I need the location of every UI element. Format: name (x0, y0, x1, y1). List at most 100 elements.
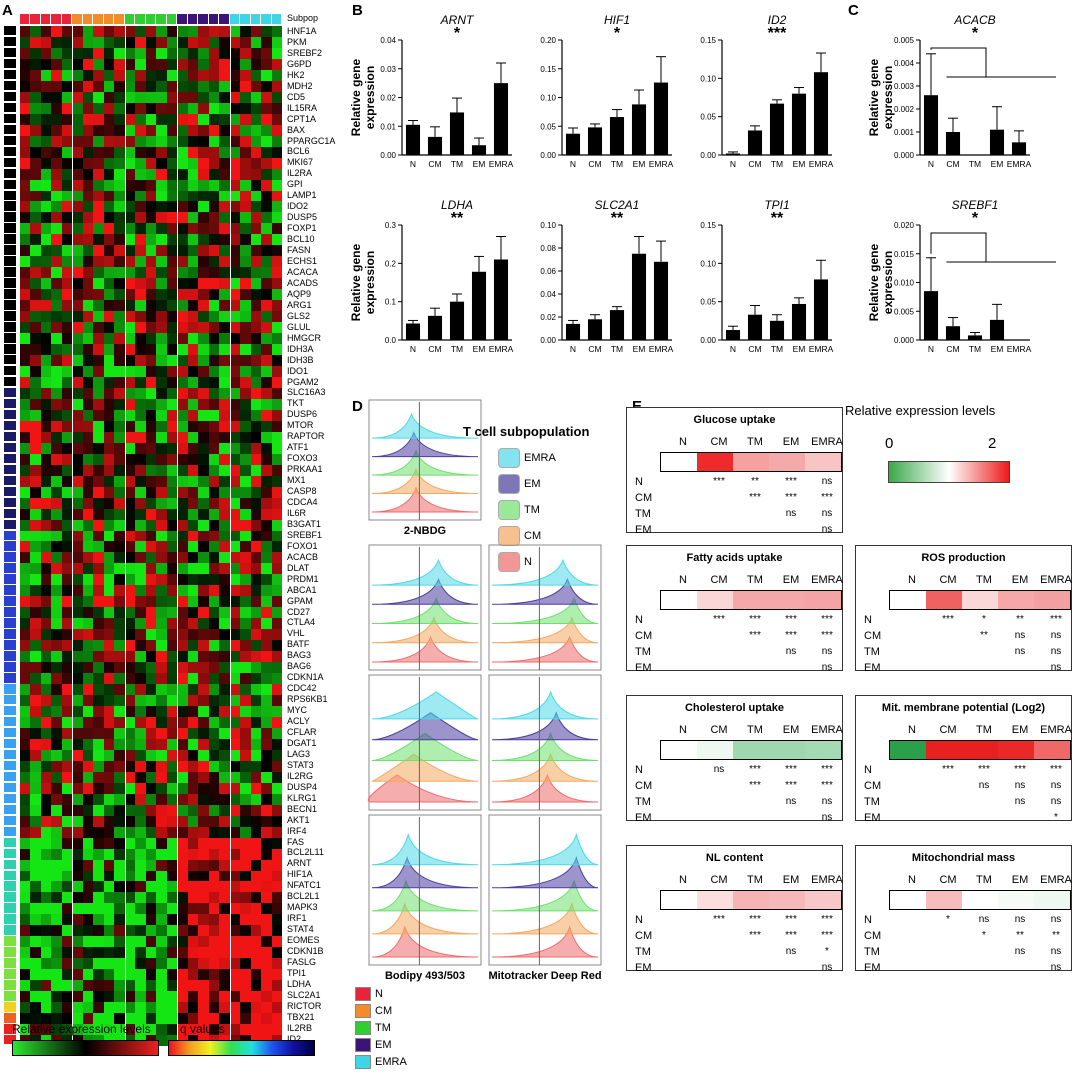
heatmap-cell (229, 420, 241, 433)
heatmap-cell (240, 69, 252, 82)
heatmap-cell (145, 58, 157, 71)
heatmap-cell (229, 914, 241, 926)
heatmap-cell (198, 684, 210, 696)
e-box: Mit. membrane potential (Log2) N CM TM EM EMR… (855, 695, 1072, 824)
e-significance-cell: *** (942, 764, 954, 775)
heatmap-cell (61, 135, 73, 148)
heatmap-cell (145, 892, 157, 904)
heatmap-cell (114, 607, 126, 619)
heatmap-cell (61, 706, 73, 718)
e-strip-cell (769, 741, 805, 759)
heatmap-cell (229, 135, 241, 148)
heatmap-cell (187, 881, 199, 893)
heatmap-cell (103, 453, 115, 466)
heatmap-cell (93, 870, 105, 882)
heatmap-cell (51, 925, 63, 937)
heatmap-cell (240, 398, 252, 411)
heatmap-cell (82, 662, 94, 674)
heatmap-cell (93, 508, 105, 521)
heatmap-cell (271, 398, 283, 411)
heatmap-cell (261, 738, 272, 751)
e-strip-cell (805, 591, 841, 609)
heatmap-cell (166, 278, 178, 290)
heatmap-cell (51, 936, 63, 948)
heatmap-cell (114, 398, 126, 411)
d-legend-item: EMRA (498, 448, 556, 468)
heatmap-cell (40, 398, 52, 411)
e-col-header: TM (976, 874, 992, 886)
row-cluster-swatch (4, 716, 16, 727)
heatmap-cell (187, 716, 199, 729)
y-tick-label: 0.10 (540, 221, 556, 230)
heatmap-cell (114, 58, 126, 71)
heatmap-cell (208, 453, 220, 466)
heatmap-cell (40, 1002, 52, 1014)
heatmap-cell (166, 870, 178, 882)
heatmap-cell (72, 278, 84, 290)
e-strip-cell (697, 453, 733, 471)
heatmap-cell (40, 782, 52, 795)
heatmap-cell (82, 804, 94, 817)
heatmap-cell (166, 475, 178, 488)
heatmap-cell (103, 80, 115, 93)
heatmap-cell (61, 267, 73, 279)
heatmap-cell (61, 190, 73, 202)
heatmap-cell (51, 859, 63, 871)
heatmap-cell (229, 80, 241, 93)
heatmap-cell (30, 146, 42, 159)
heatmap-cell (250, 914, 262, 926)
heatmap-cell (124, 58, 136, 71)
heatmap-cell (166, 771, 178, 784)
heatmap-cell (124, 113, 136, 126)
heatmap-cell (40, 212, 52, 224)
x-tick-label: EM (991, 159, 1004, 169)
e-row-label: N (864, 764, 872, 776)
heatmap-cell (198, 881, 210, 893)
heatmap-cell (240, 936, 252, 948)
heatmap-cell (261, 563, 272, 575)
heatmap-cell (156, 640, 168, 652)
heatmap-cell (93, 102, 105, 115)
heatmap-cell (40, 355, 52, 367)
heatmap-cell (40, 881, 52, 893)
heatmap-cell (61, 771, 73, 784)
heatmap-cell (124, 179, 136, 191)
heatmap-cell (156, 771, 168, 784)
heatmap-cell (187, 618, 199, 630)
e-box: Glucose uptake N CM TM EM EMRA N *** ** *** ns CM **… (626, 407, 843, 536)
heatmap-cell (61, 333, 73, 345)
heatmap-cell (51, 892, 63, 904)
heatmap-cell (135, 300, 147, 312)
heatmap-cell (198, 333, 210, 345)
subpop-legend-item: EM (355, 1038, 392, 1052)
heatmap-cell (240, 157, 252, 170)
heatmap-cell (135, 179, 147, 191)
heatmap-cell (124, 870, 136, 882)
heatmap-cell (72, 925, 84, 937)
heatmap-cell (72, 771, 84, 784)
heatmap-cell (51, 311, 63, 323)
subpop-swatch (156, 14, 166, 24)
heatmap-cell (198, 727, 210, 740)
row-cluster-swatch (4, 333, 16, 343)
e-strip-cell (805, 741, 841, 759)
heatmap-cell (124, 782, 136, 795)
heatmap-cell (166, 541, 178, 553)
heatmap-cell (114, 91, 126, 104)
e-row-label: CM (635, 780, 653, 792)
heatmap-cell (145, 727, 157, 740)
heatmap-cell (114, 749, 126, 762)
e-strip-cell (769, 453, 805, 471)
heatmap-cell (187, 47, 199, 60)
heatmap-cell (40, 706, 52, 718)
heatmap-cell (187, 980, 199, 992)
heatmap-cell (208, 113, 220, 126)
heatmap-cell (156, 1024, 168, 1036)
heatmap-cell (208, 716, 220, 729)
heatmap-cell (250, 673, 262, 685)
row-cluster-swatch (4, 91, 16, 102)
heatmap-cell (114, 793, 126, 806)
heatmap-cell (72, 91, 84, 104)
heatmap-cell (40, 947, 52, 959)
heatmap-cell (219, 256, 231, 268)
